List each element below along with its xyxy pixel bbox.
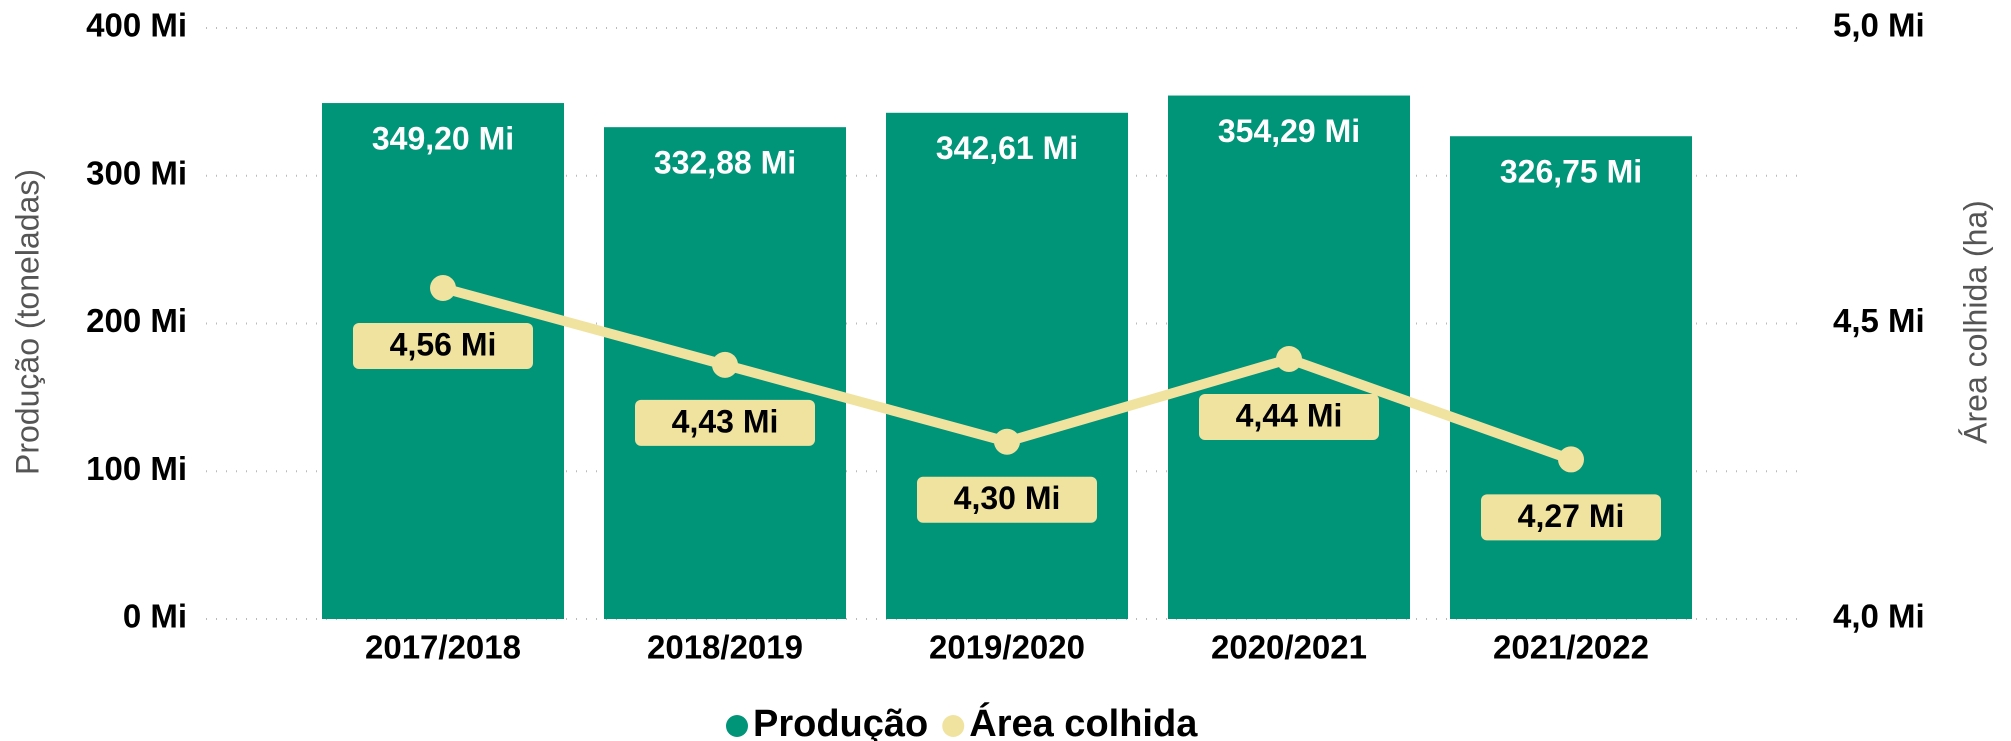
y-tick-label: 0 Mi — [123, 598, 187, 635]
line-point — [430, 275, 456, 302]
line-value-label: 4,44 Mi — [1236, 397, 1343, 433]
value-label-box — [917, 476, 1097, 523]
bar-value-label: 342,61 Mi — [936, 130, 1078, 166]
y-tick-label: 200 Mi — [86, 302, 187, 339]
x-tick-label: 2019/2020 — [929, 629, 1085, 666]
bar — [886, 112, 1128, 619]
line-value-label: 4,30 Mi — [954, 480, 1061, 516]
value-label-box — [635, 399, 815, 446]
line-point — [1276, 345, 1302, 372]
legend-label: Área colhida — [969, 701, 1198, 741]
bar-value-label: 354,29 Mi — [1218, 113, 1360, 149]
line-point — [1558, 446, 1584, 473]
bar — [1450, 136, 1692, 619]
line-point — [994, 428, 1020, 455]
legend-label: Produção — [753, 703, 928, 741]
y-axis-title: Produção (toneladas) — [9, 169, 45, 475]
line-value-label: 4,56 Mi — [390, 326, 497, 362]
line-value-label: 4,27 Mi — [1518, 498, 1625, 534]
bar-value-label: 326,75 Mi — [1500, 154, 1642, 190]
x-tick-label: 2018/2019 — [647, 629, 803, 666]
legend-marker — [942, 715, 965, 737]
bar-value-label: 332,88 Mi — [654, 145, 796, 181]
value-label-box — [1199, 393, 1379, 440]
line-value-label: 4,43 Mi — [672, 403, 779, 439]
y2-tick-label: 4,0 Mi — [1833, 598, 1925, 635]
value-label-box — [353, 323, 533, 370]
y2-axis-title: Área colhida (ha) — [1957, 200, 1993, 444]
y2-tick-label: 5,0 Mi — [1833, 7, 1925, 44]
y-tick-label: 300 Mi — [86, 154, 187, 191]
y2-tick-label: 4,5 Mi — [1833, 302, 1925, 339]
bar-value-label: 349,20 Mi — [372, 121, 514, 157]
value-label-box — [1481, 494, 1661, 541]
x-tick-label: 2021/2022 — [1493, 629, 1649, 666]
x-tick-label: 2017/2018 — [365, 629, 521, 666]
line-point — [712, 351, 738, 378]
x-tick-label: 2020/2021 — [1211, 629, 1367, 666]
y-tick-label: 400 Mi — [86, 7, 187, 44]
legend-marker — [726, 715, 748, 737]
y-tick-label: 100 Mi — [86, 450, 187, 487]
